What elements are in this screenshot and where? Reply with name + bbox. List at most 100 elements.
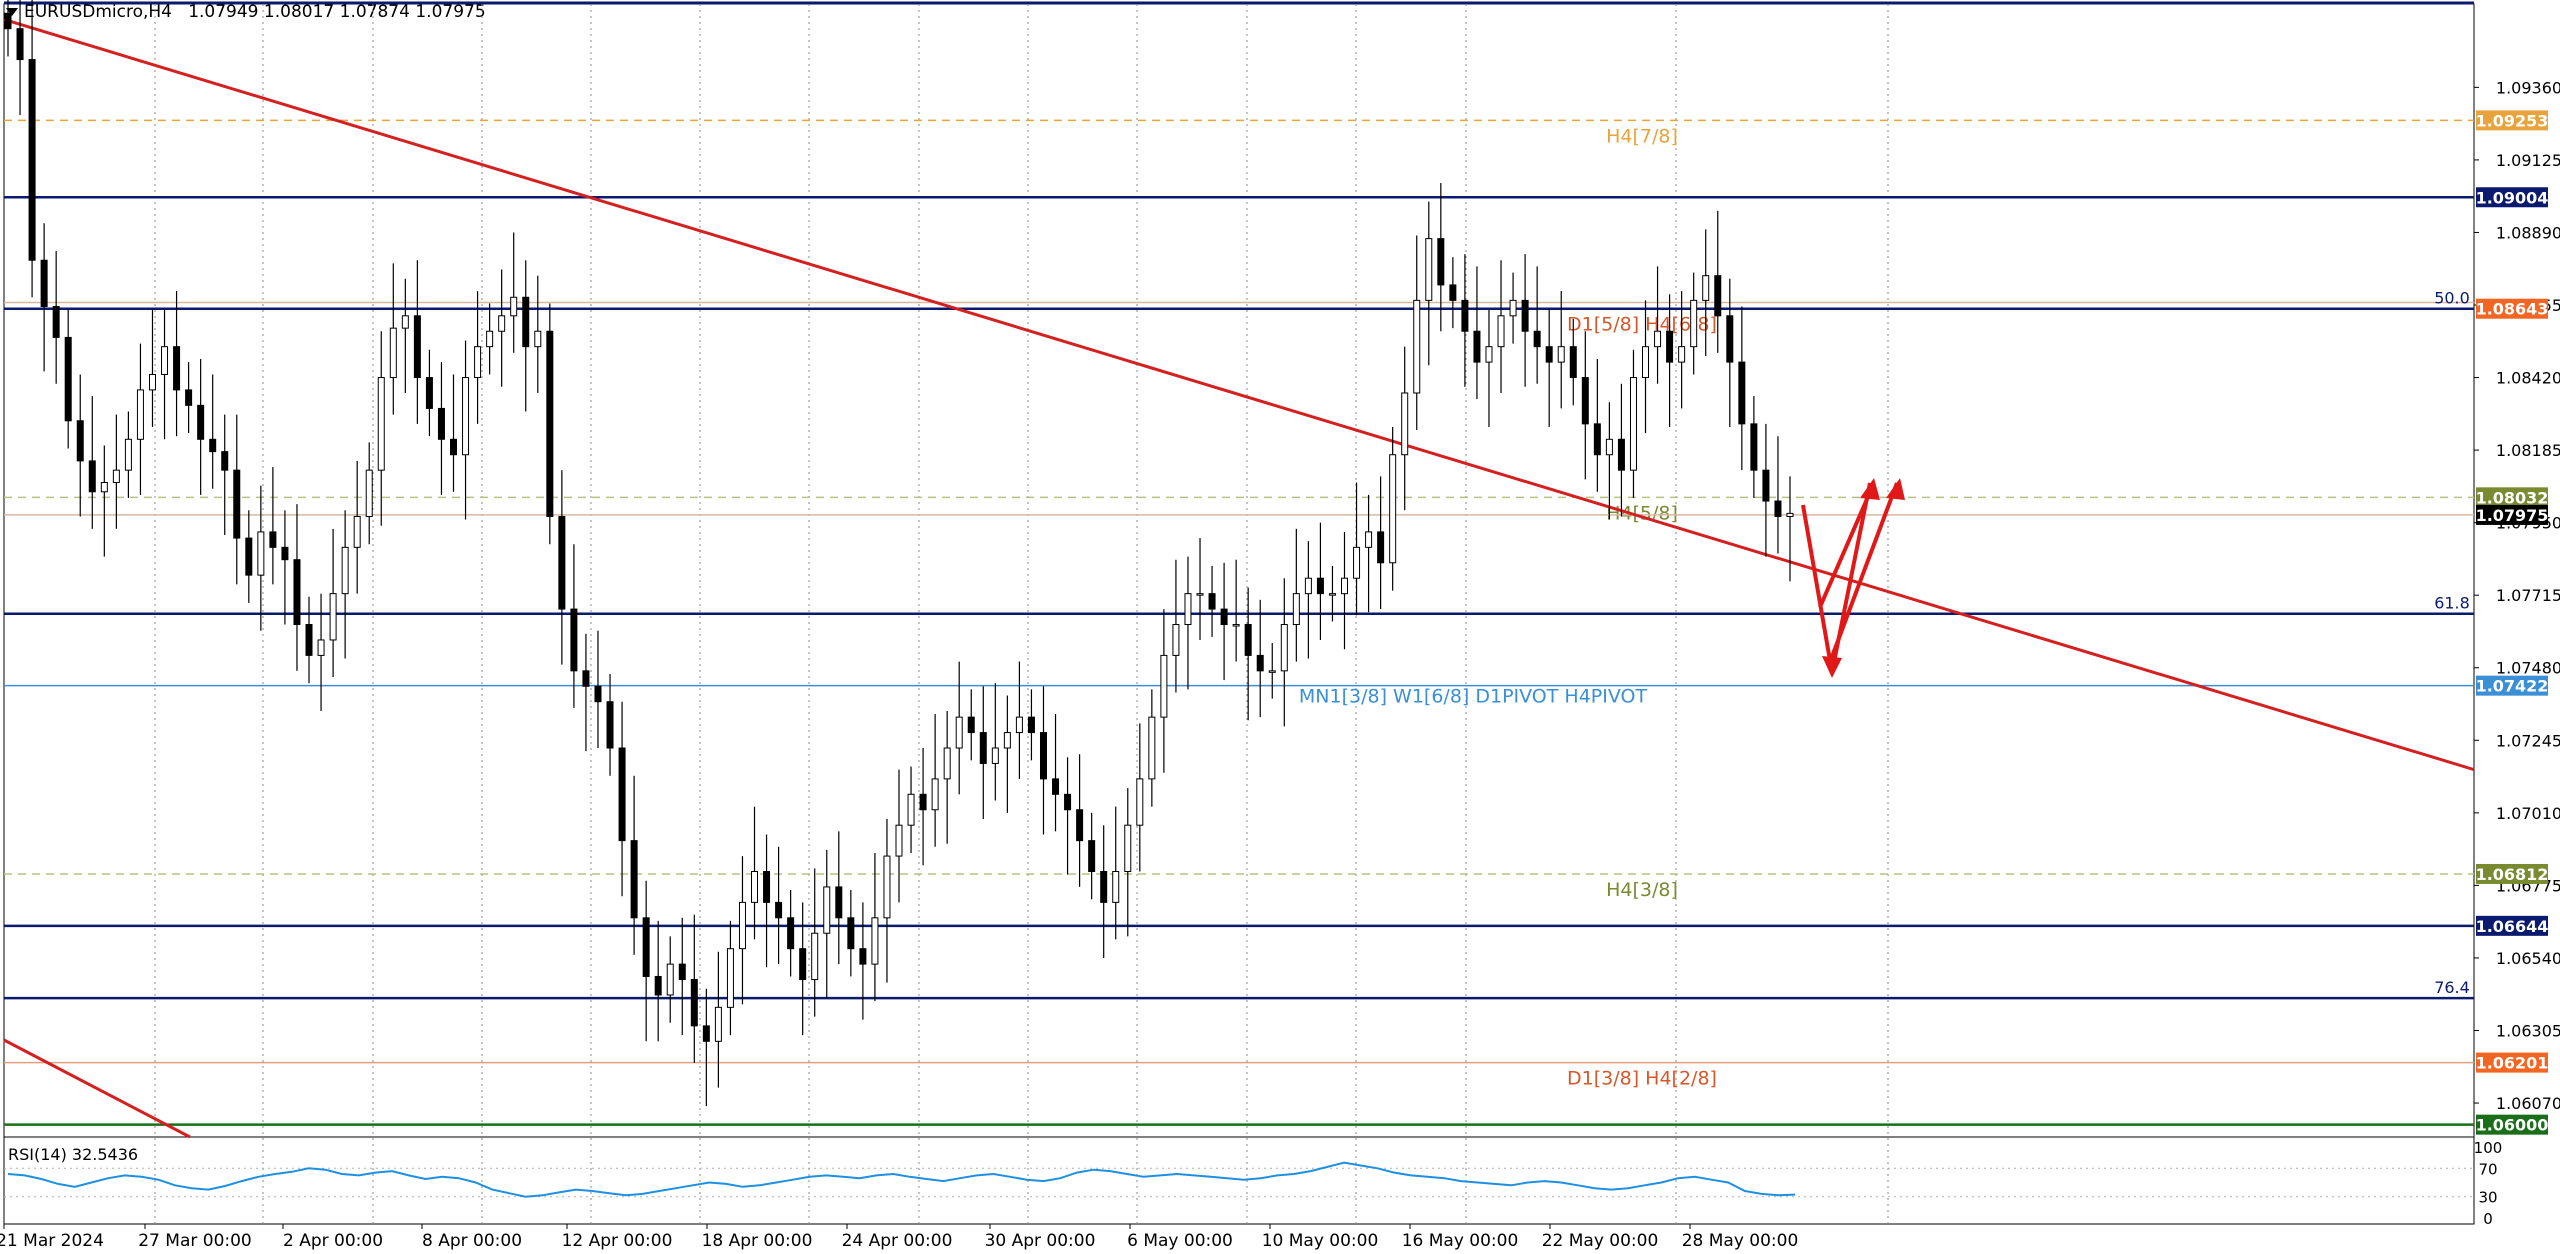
forecast-leg-3 <box>1828 482 1899 663</box>
ohlc-open: 1.07949 <box>188 2 259 22</box>
candle-body <box>835 886 843 919</box>
candle-body <box>1027 716 1035 734</box>
candle-body <box>185 389 193 406</box>
candle-body <box>991 747 999 764</box>
candle-body <box>1292 593 1300 626</box>
level-label: D1[3/8] H4[2/8] <box>1567 1068 1717 1090</box>
candle-body <box>293 559 301 626</box>
candle-body <box>389 327 397 379</box>
chart-header: EURUSDmicro,H4 1.07949 1.08017 1.07874 1… <box>6 2 486 22</box>
candle-body <box>799 948 807 981</box>
rsi-tick-label: 70 <box>2478 1160 2497 1178</box>
candle-body <box>859 948 867 965</box>
dropdown-triangle-icon[interactable] <box>6 8 18 16</box>
forecast-leg-2 <box>1818 482 1876 608</box>
candle-body <box>1666 330 1674 363</box>
y-tick-label: 1.07245 <box>2496 731 2560 750</box>
candle-body <box>1557 346 1565 363</box>
rsi-tick-label: 30 <box>2478 1189 2497 1207</box>
candle-body <box>1786 512 1794 517</box>
ohlc-close: 1.07975 <box>415 2 486 22</box>
forecast-arrowhead <box>1886 478 1905 500</box>
candle-body <box>40 259 48 308</box>
candle-body <box>173 346 181 391</box>
candle-body <box>895 824 903 857</box>
price-badge-label: 1.07975 <box>2476 506 2549 525</box>
candle-body <box>1377 531 1385 564</box>
candle-body <box>654 975 662 996</box>
candle-body <box>618 747 626 842</box>
price-badge-label: 1.06000 <box>2476 1116 2549 1135</box>
candle-body <box>365 469 373 517</box>
candle-body <box>281 546 289 561</box>
candle-body <box>1208 593 1216 610</box>
candle-body <box>1052 778 1060 795</box>
price-badge <box>2476 1052 2548 1073</box>
candle-body <box>1280 624 1288 672</box>
price-badge-label: 1.06644 <box>2476 917 2549 936</box>
candle-body <box>1232 624 1240 627</box>
candle-body <box>1605 438 1613 456</box>
x-tick-label: 22 May 00:00 <box>1542 1231 1659 1251</box>
candle-body <box>522 296 530 348</box>
candle-body <box>642 917 650 977</box>
candle-body <box>847 917 855 950</box>
candle-body <box>1437 238 1445 286</box>
candle-body <box>124 438 132 471</box>
candle-body <box>1485 346 1493 363</box>
trendline-lower <box>3 1038 191 1139</box>
candle-body <box>317 639 325 656</box>
candle-body <box>1148 716 1156 780</box>
candle-body <box>1365 531 1373 548</box>
ohlc-low: 1.07874 <box>339 2 410 22</box>
candle-body <box>1473 330 1481 363</box>
y-tick-label: 1.06540 <box>2496 949 2560 968</box>
candle-body <box>714 1006 722 1042</box>
candle-body <box>775 901 783 919</box>
candle-body <box>1521 299 1529 332</box>
candle-body <box>1750 423 1758 471</box>
candle-body <box>148 373 156 391</box>
candle-body <box>413 315 421 379</box>
x-tick-label: 27 Mar 00:00 <box>138 1231 252 1251</box>
candle-body <box>1449 284 1457 301</box>
candle-body <box>305 624 313 656</box>
candle-body <box>1413 299 1421 394</box>
candle-body <box>1341 577 1348 595</box>
candle-body <box>1654 330 1662 348</box>
x-tick-label: 12 Apr 00:00 <box>562 1231 673 1251</box>
level-label: D1[5/8] H4[6/8] <box>1567 314 1717 336</box>
candle-body <box>1569 346 1577 379</box>
price-badge-label: 1.09253 <box>2476 111 2549 130</box>
candle-body <box>1545 346 1553 363</box>
candle-body <box>161 346 169 375</box>
candle-body <box>907 793 915 826</box>
candle-body <box>1184 593 1192 626</box>
candle-body <box>76 420 84 462</box>
fib-label: 76.4 <box>2434 978 2470 997</box>
candle-body <box>377 377 385 471</box>
x-tick-label: 8 Apr 00:00 <box>422 1231 522 1251</box>
x-tick-label: 16 May 00:00 <box>1402 1231 1519 1251</box>
candle-body <box>28 59 36 261</box>
y-tick-label: 1.08890 <box>2496 223 2560 242</box>
candle-body <box>1124 824 1132 873</box>
candle-body <box>1581 377 1589 425</box>
candle-body <box>751 871 759 903</box>
candle-body <box>570 608 578 672</box>
price-badge <box>2476 504 2548 525</box>
candle-body <box>979 732 987 764</box>
candle-body <box>233 469 241 539</box>
candle-body <box>498 315 506 332</box>
candle-body <box>1112 871 1120 903</box>
candle-body <box>738 901 746 950</box>
candle-body <box>437 407 445 440</box>
level-label: H4[7/8] <box>1606 125 1678 147</box>
candle-body <box>4 12 12 30</box>
candle-body <box>811 932 819 981</box>
trendline <box>3 18 2475 772</box>
candle-body <box>558 515 566 610</box>
candle-body <box>257 531 265 576</box>
candle-body <box>546 330 554 517</box>
